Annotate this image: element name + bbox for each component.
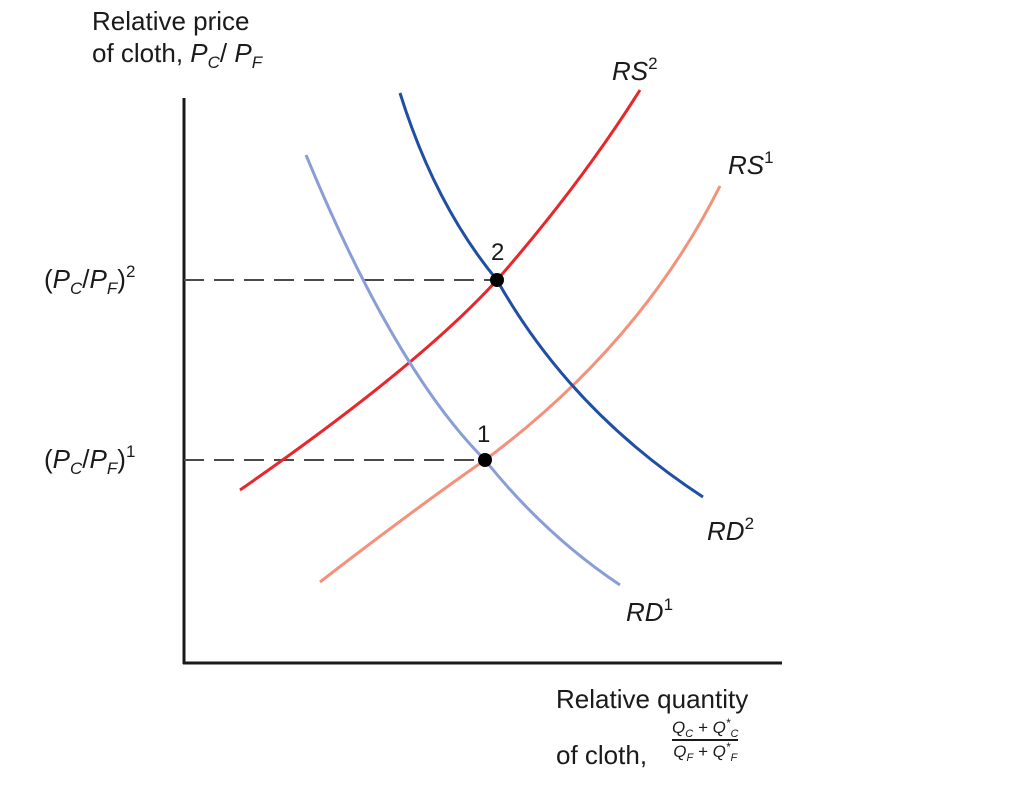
x-axis-label-line1: Relative quantity xyxy=(556,684,749,714)
y-axis-label-line2: of cloth, PC/ PF xyxy=(92,38,263,72)
equilibrium-label-1: 1 xyxy=(477,421,491,448)
curve-label-rd2: RD2 xyxy=(707,514,755,546)
price-level-label-1: (PC/PF)1 xyxy=(44,442,136,478)
curve-rd1 xyxy=(304,154,621,587)
x-axis-label-line2: of cloth, xyxy=(556,740,648,770)
curve-rs2 xyxy=(239,89,642,492)
curve-label-rs2: RS2 xyxy=(612,54,658,86)
equilibrium-label-2: 2 xyxy=(491,239,505,266)
curve-rs1 xyxy=(319,185,722,584)
fraction-denominator: QF + Q*F xyxy=(673,740,738,764)
price-level-label-2: (PC/PF)2 xyxy=(44,262,136,298)
fraction-bar xyxy=(672,739,739,741)
curve-label-rd1: RD1 xyxy=(626,595,674,627)
x-axis-label-fraction: QC + Q*C QF + Q*F xyxy=(672,716,739,764)
curve-label-rs1: RS1 xyxy=(728,148,774,180)
fraction-numerator: QC + Q*C xyxy=(672,716,739,740)
equilibrium-point-2 xyxy=(490,273,504,287)
curve-rd2 xyxy=(398,92,704,499)
y-axis-label-line1: Relative price xyxy=(92,6,250,36)
equilibrium-point-1 xyxy=(478,453,492,467)
